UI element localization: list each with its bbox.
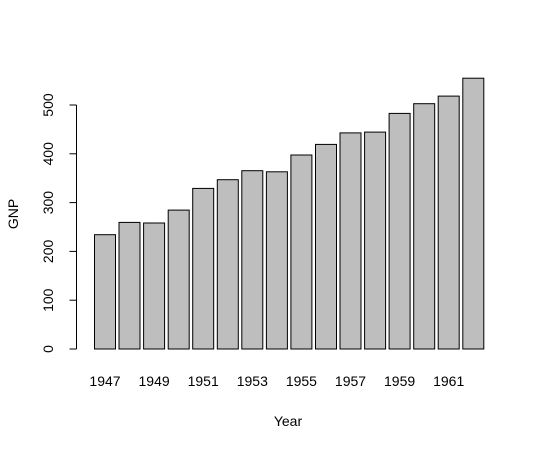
bar-1958 bbox=[364, 131, 387, 350]
bar-1955 bbox=[290, 154, 313, 350]
bar-1959 bbox=[388, 112, 411, 350]
bar-1948 bbox=[118, 221, 141, 350]
bar-1954 bbox=[265, 171, 288, 350]
x-tick-label: 1949 bbox=[139, 373, 170, 389]
x-tick-label: 1947 bbox=[89, 373, 120, 389]
x-tick-label: 1959 bbox=[384, 373, 415, 389]
x-tick-label: 1961 bbox=[433, 373, 464, 389]
bar-1962 bbox=[462, 77, 485, 350]
x-tick-label: 1951 bbox=[188, 373, 219, 389]
y-tick-label: 0 bbox=[40, 345, 56, 353]
x-tick-label: 1955 bbox=[286, 373, 317, 389]
bar-1952 bbox=[216, 179, 239, 350]
bar-1956 bbox=[315, 143, 337, 350]
y-tick-label: 500 bbox=[40, 93, 56, 117]
bar-1951 bbox=[192, 187, 215, 350]
x-tick-label: 1953 bbox=[237, 373, 268, 389]
x-tick-labels: 1947 1949 1951 1953 1955 1957 1959 1961 bbox=[89, 373, 464, 389]
x-axis-label: Year bbox=[274, 413, 303, 429]
y-axis-label: GNP bbox=[5, 199, 21, 229]
bars-group bbox=[94, 77, 485, 350]
bar-1960 bbox=[413, 103, 436, 350]
bar-1957 bbox=[339, 132, 362, 350]
bar-1953 bbox=[241, 170, 264, 350]
bar-1947 bbox=[94, 234, 116, 350]
y-tick-label: 300 bbox=[40, 191, 56, 215]
y-tick-label: 200 bbox=[40, 240, 56, 264]
bar-1961 bbox=[437, 95, 460, 350]
bar-1949 bbox=[143, 222, 166, 350]
y-axis: 0 100 200 300 400 500 bbox=[40, 93, 77, 353]
y-tick-label: 100 bbox=[40, 288, 56, 312]
x-tick-label: 1957 bbox=[335, 373, 366, 389]
bar-1950 bbox=[167, 209, 190, 350]
y-tick-label: 400 bbox=[40, 142, 56, 166]
